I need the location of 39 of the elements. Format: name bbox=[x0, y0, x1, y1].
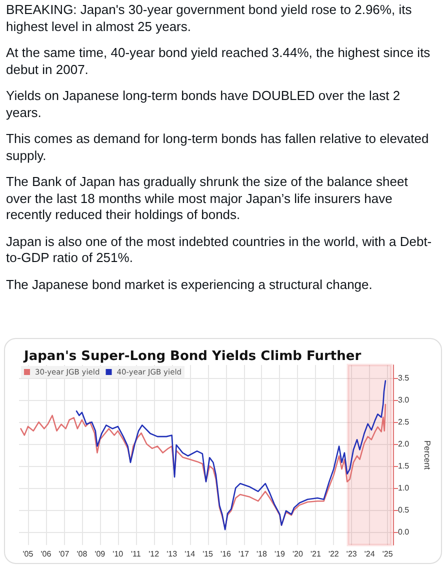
text: The Bank of Japan has gradually shrunk the size of the balance sheet over the last 18 months while most major Japan’s life insurers have recently reduced their holdings of bonds. bbox=[6, 174, 409, 224]
x-tick-label: '07 bbox=[58, 550, 70, 558]
chart-title: Japan's Super-Long Bond Yields Climb Further bbox=[23, 349, 362, 364]
text: Japan is also one of the most indebted countries in the world, with a Debt-to-GDP ratio of 251%. bbox=[6, 234, 433, 266]
x-tick-label: '17 bbox=[238, 550, 250, 558]
x-tick-label: '13 bbox=[166, 550, 178, 558]
y-axis-title: Percent bbox=[422, 440, 432, 470]
x-tick-label: '24 bbox=[364, 550, 376, 558]
text: The Japanese bond market is experiencing a structural change. bbox=[6, 276, 374, 293]
x-tick-label: '05 bbox=[22, 550, 34, 558]
x-tick-label: '06 bbox=[40, 550, 52, 558]
x-tick-label: '11 bbox=[130, 550, 142, 558]
x-tick-label: '15 bbox=[202, 550, 214, 558]
y-tick-label: 3.5 bbox=[398, 374, 410, 383]
y-tick-label: 1.0 bbox=[398, 483, 410, 492]
x-tick-label: '20 bbox=[292, 550, 304, 558]
x-tick-label: '14 bbox=[184, 550, 196, 558]
x-tick-label: '09 bbox=[94, 550, 106, 558]
x-tick-label: '12 bbox=[148, 550, 160, 558]
x-tick-label: '10 bbox=[112, 550, 124, 558]
x-tick-label: '16 bbox=[220, 550, 232, 558]
text: BREAKING: Japan's 30-year government bond yield rose to 2.96%, its highest level in almost 25 years. bbox=[6, 2, 413, 35]
y-tick-label: 0.0 bbox=[398, 527, 410, 536]
text: Yields on Japanese long-term bonds have DOUBLED over the last 2 years. bbox=[6, 88, 402, 121]
x-tick-label: '21 bbox=[310, 550, 322, 558]
text: This comes as demand for long-term bonds has fallen relative to elevated supply. bbox=[6, 131, 430, 164]
x-tick-label: '19 bbox=[274, 550, 286, 558]
y-tick-label: 2.0 bbox=[398, 440, 410, 449]
y-tick-label: 0.5 bbox=[398, 505, 410, 514]
y-tick-label: 2.5 bbox=[398, 418, 410, 427]
x-tick-label: '25 bbox=[382, 550, 394, 558]
x-tick-label: '08 bbox=[76, 550, 88, 558]
x-tick-label: '22 bbox=[328, 550, 340, 558]
y-tick-label: 1.5 bbox=[398, 461, 410, 470]
x-tick-label: '18 bbox=[256, 550, 268, 558]
text: At the same time, 40-year bond yield reached 3.44%, the highest since its debut in 2007. bbox=[6, 45, 432, 78]
line-series bbox=[76, 380, 386, 530]
y-tick-label: 3.0 bbox=[398, 396, 410, 405]
x-tick-label: '23 bbox=[346, 550, 358, 558]
